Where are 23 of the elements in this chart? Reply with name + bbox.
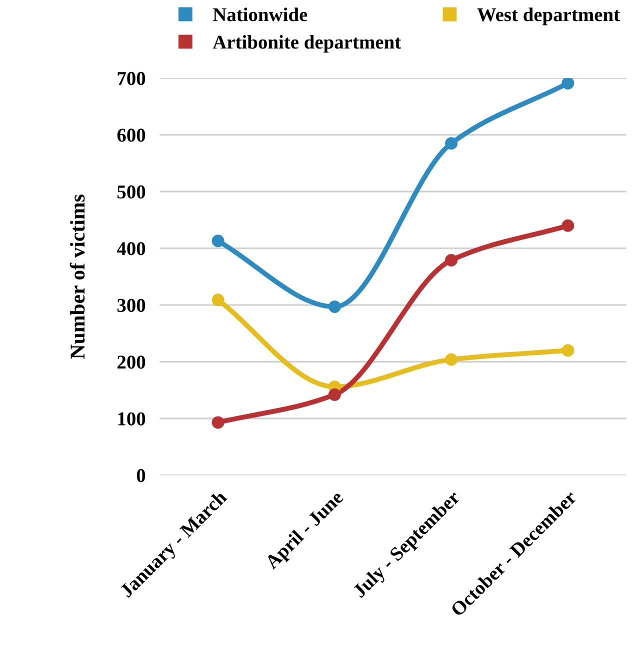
- y-tick-label: 500: [117, 185, 146, 199]
- point: [562, 344, 574, 357]
- point: [562, 219, 574, 232]
- legend-label: Nationwide: [212, 8, 308, 22]
- point: [445, 137, 458, 150]
- legend-label: Artibonite department: [212, 35, 401, 53]
- point: [328, 388, 341, 401]
- y-tick-label: 0: [136, 469, 146, 482]
- y-tick-label: 200: [118, 356, 146, 369]
- point: [562, 78, 574, 90]
- point: [212, 234, 224, 248]
- y-tick-label: 600: [117, 128, 146, 142]
- y-tick-label: 100: [118, 412, 146, 426]
- y-axis-title: Number of victims: [70, 194, 85, 359]
- y-tick-label: 300: [117, 298, 146, 312]
- point: [212, 294, 224, 306]
- point: [212, 416, 224, 429]
- legend-label: West department: [477, 8, 620, 26]
- point: [328, 300, 341, 313]
- y-tick-label: 400: [116, 242, 146, 256]
- point: [445, 254, 458, 266]
- point: [445, 353, 458, 366]
- y-tick-label: 700: [118, 72, 146, 86]
